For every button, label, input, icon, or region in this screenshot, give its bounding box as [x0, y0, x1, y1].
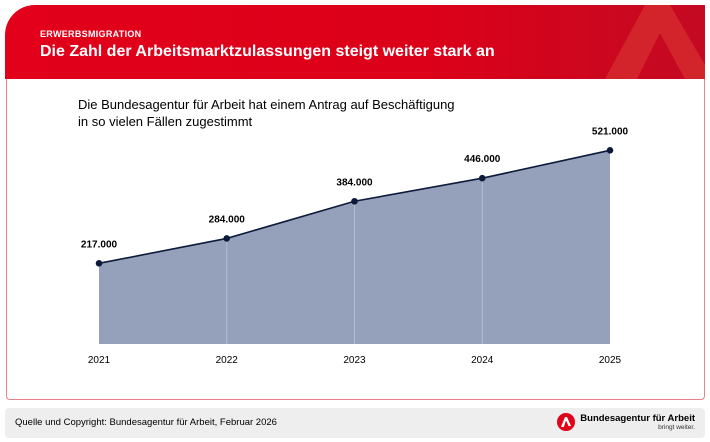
x-tick-label: 2021 [88, 355, 111, 366]
data-point [95, 260, 103, 267]
source-text: Quelle und Copyright: Bundesagentur für … [15, 417, 277, 428]
chart-subtitle: Die Bundesagentur für Arbeit hat einem A… [78, 96, 455, 130]
data-point [478, 174, 486, 182]
x-tick-label: 2023 [343, 355, 366, 366]
brand-logo: Bundesagentur für Arbeit bringt weiter. [557, 413, 695, 431]
x-tick-label: 2022 [216, 355, 239, 366]
data-point [606, 147, 614, 154]
header-banner: ERWERBSMIGRATION Die Zahl der Arbeitsmar… [5, 5, 705, 79]
data-label: 446.000 [464, 154, 501, 165]
x-tick-label: 2025 [599, 355, 622, 366]
brand-tagline: bringt weiter. [658, 424, 695, 431]
brand-name: Bundesagentur für Arbeit [580, 413, 695, 424]
data-label: 217.000 [81, 239, 118, 250]
page-title: Die Zahl der Arbeitsmarktzulassungen ste… [40, 43, 495, 60]
data-label: 384.000 [336, 177, 373, 188]
agency-logo-icon [557, 413, 576, 431]
subtitle-line-2: in so vielen Fällen zugestimmt [78, 114, 253, 129]
x-tick-label: 2024 [471, 355, 494, 366]
data-label: 521.000 [592, 126, 629, 137]
footer: Quelle und Copyright: Bundesagentur für … [5, 408, 705, 438]
brand-logo-watermark-icon [605, 5, 705, 79]
header-kicker: ERWERBSMIGRATION [40, 29, 142, 39]
data-point [351, 197, 358, 205]
subtitle-line-1: Die Bundesagentur für Arbeit hat einem A… [78, 97, 455, 112]
data-point [223, 235, 231, 242]
data-label: 284.000 [209, 214, 246, 225]
